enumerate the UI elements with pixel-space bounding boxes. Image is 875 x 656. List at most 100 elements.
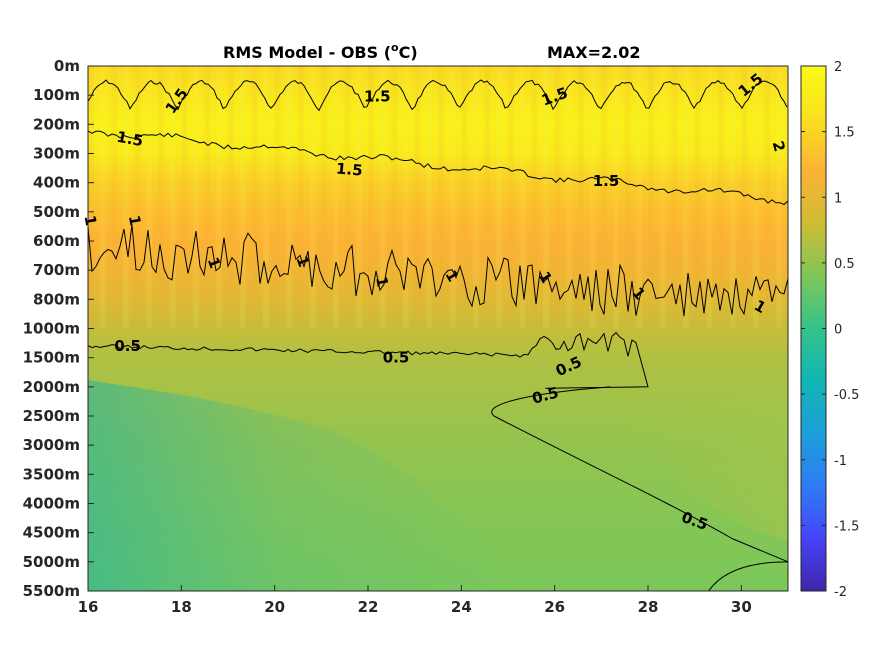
heatmap-streak	[508, 66, 514, 329]
heatmap-streak	[344, 66, 351, 329]
contour-line-0.5-upper	[88, 331, 649, 389]
heatmap-streak	[216, 66, 223, 329]
y-tick-label: 100m	[33, 86, 80, 104]
colorbar-tick-label: -0.5	[834, 388, 859, 403]
heatmap-streak	[683, 66, 689, 329]
heatmap-streak	[729, 66, 736, 329]
heatmap-streak	[554, 66, 561, 329]
heatmap-streak	[438, 66, 444, 329]
heatmap-streak	[648, 66, 654, 329]
x-tick-label: 24	[451, 598, 472, 616]
heatmap-streak	[601, 66, 608, 329]
heatmap-streak	[496, 66, 503, 329]
contour-line-1	[88, 224, 788, 317]
colorbar-tick-label: 1	[834, 191, 842, 206]
heatmap-streak	[414, 66, 421, 329]
heatmap-streak	[356, 66, 363, 329]
heatmap-streak	[181, 66, 188, 329]
x-axis: 16 18 20 22 24 26 28 30	[78, 585, 752, 616]
heatmap-streak	[169, 66, 176, 329]
heatmap-streak	[286, 66, 293, 329]
y-tick-label: 200m	[33, 115, 80, 133]
colorbar-tick-label: -1	[834, 454, 847, 469]
contour-label: 1	[372, 275, 392, 288]
heatmap-streak	[239, 66, 246, 329]
heatmap-streak	[321, 66, 328, 329]
heatmap-streak	[391, 66, 398, 329]
contour-label: 1.5	[593, 172, 620, 190]
contour-label: 1	[125, 214, 145, 227]
colorbar-tick-label: 1.5	[834, 126, 855, 141]
y-tick-label: 500m	[33, 203, 80, 221]
heatmap-streak	[111, 66, 118, 329]
y-tick-label: 700m	[33, 261, 80, 279]
heatmap-streak	[741, 66, 748, 329]
max-value-text: MAX=2.02	[547, 43, 641, 62]
x-tick-label: 20	[264, 598, 285, 616]
heatmap-streak	[694, 66, 701, 329]
heatmap-streak	[636, 66, 643, 329]
y-tick-label: 1500m	[23, 349, 80, 367]
heatmap-lowvalue-region	[88, 380, 520, 591]
colorbar-tick-label: -1.5	[834, 519, 859, 534]
heatmap-highvalue-region	[620, 393, 788, 540]
x-tick-label: 16	[78, 598, 99, 616]
heatmap-streak	[589, 66, 596, 329]
heatmap-streak	[706, 66, 713, 329]
heatmap-streak	[753, 66, 759, 329]
contour-line-1.5-lower	[88, 130, 788, 206]
x-tick-label: 26	[544, 598, 565, 616]
contour-line-0.5-deep	[491, 386, 788, 563]
y-tick-label: 2000m	[23, 378, 80, 396]
contour-label: 2	[769, 139, 789, 154]
heatmap-streak	[543, 66, 549, 329]
contour-lines	[88, 79, 788, 591]
heatmap-streak	[158, 66, 164, 329]
heatmap-streak	[659, 66, 666, 329]
y-tick-label: 2500m	[23, 407, 80, 425]
heatmap-streak	[718, 66, 724, 329]
heatmap-streak	[333, 66, 339, 329]
y-tick-label: 600m	[33, 232, 80, 250]
contour-line-1.5-upper	[88, 79, 788, 112]
x-tick-label: 28	[638, 598, 659, 616]
contour-label: 1	[81, 214, 101, 227]
x-tick-label: 18	[171, 598, 192, 616]
contour-label: 1.5	[335, 159, 363, 179]
colorbar: 2 1.5 1 0.5 0 -0.5 -1 -1.5 -2	[800, 60, 859, 600]
y-tick-label: 400m	[33, 174, 80, 192]
colorbar-tick-label: 2	[834, 60, 842, 75]
colorbar-tick-label: 0.5	[834, 257, 855, 272]
heatmap-streak	[99, 66, 106, 329]
heatmap-streak	[624, 66, 631, 329]
contour-label: 1.5	[115, 128, 144, 150]
y-tick-label: 4000m	[23, 495, 80, 513]
heatmap-streak	[566, 66, 573, 329]
heatmap-streak	[368, 66, 374, 329]
y-tick-label: 300m	[33, 145, 80, 163]
y-tick-label: 5500m	[23, 582, 80, 600]
y-tick-label: 3000m	[23, 436, 80, 454]
y-tick-label: 5000m	[23, 553, 80, 571]
contour-line-deep-corner	[708, 561, 788, 591]
heatmap-streak	[473, 66, 479, 329]
y-tick-label: 800m	[33, 290, 80, 308]
colorbar-ticks: 2 1.5 1 0.5 0 -0.5 -1 -1.5 -2	[801, 60, 859, 600]
heatmap-streak	[613, 66, 619, 329]
contour-label: 0.5	[114, 337, 141, 355]
chart-title: RMS Model - OBS (oC)	[223, 41, 418, 62]
heatmap-streak	[379, 66, 386, 329]
heatmap-streak	[228, 66, 234, 329]
heatmap-streak	[298, 66, 304, 329]
heatmap-streak	[274, 66, 281, 329]
heatmap-streak	[578, 66, 584, 329]
y-tick-label: 0m	[54, 57, 80, 75]
heatmap-streak	[309, 66, 316, 329]
colorbar-bar	[800, 65, 827, 592]
heatmap-streak	[251, 66, 258, 329]
heatmap-streak	[776, 66, 783, 329]
heatmap-streak	[426, 66, 433, 329]
colorbar-tick-label: 0	[834, 323, 842, 338]
x-tick-label: 22	[358, 598, 379, 616]
